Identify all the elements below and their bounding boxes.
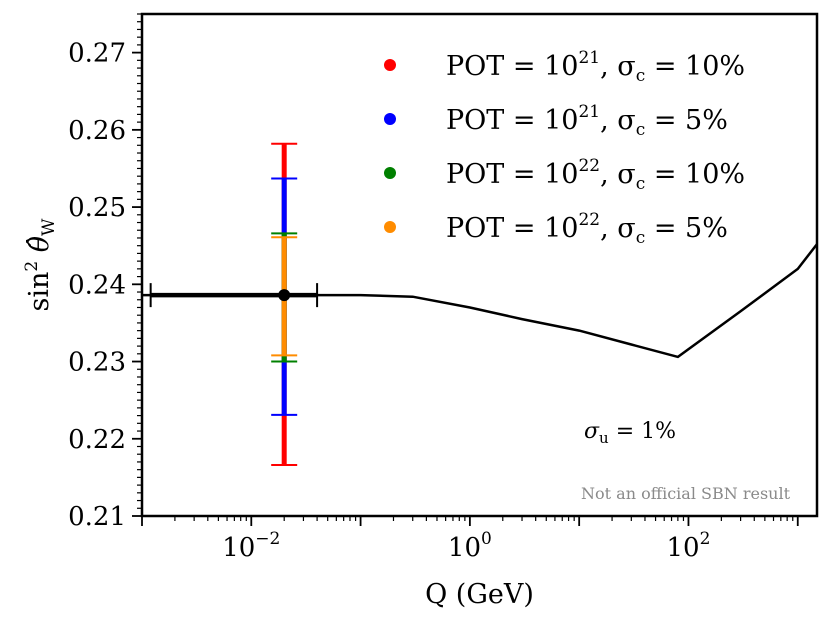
x-tick-label-base: 10 bbox=[667, 533, 700, 563]
legend-sigma-sub: c bbox=[636, 228, 646, 248]
y-tick-label-1: 0.21 bbox=[68, 502, 126, 532]
legend-pct: = 5% bbox=[645, 105, 728, 136]
annotation-sub: u bbox=[599, 429, 609, 447]
legend-label-2: POT = 1021, σc = 5% bbox=[446, 102, 728, 140]
legend: POT = 1021, σc = 10%POT = 1021, σc = 5%P… bbox=[384, 48, 745, 248]
annotation-sigma: σ bbox=[584, 419, 600, 444]
x-tick-label-1: 10−2 bbox=[222, 529, 280, 563]
y-tick-label-2: 0.22 bbox=[68, 425, 126, 455]
svg-text:sin2 θ̂W: sin2 θ̂W bbox=[22, 218, 59, 312]
y-axis-title-main: sin bbox=[24, 272, 55, 312]
x-tick-label-2: 100 bbox=[448, 529, 492, 563]
sigma-u-annotation: σu = 1% bbox=[584, 419, 676, 447]
legend-pot: POT = 10 bbox=[446, 213, 578, 244]
x-tick-label-base: 10 bbox=[448, 533, 481, 563]
y-axis-title-sup: 2 bbox=[22, 261, 42, 272]
y-tick-label-3: 0.23 bbox=[68, 348, 126, 378]
error-bars bbox=[271, 142, 298, 467]
legend-pot-exp: 21 bbox=[578, 48, 600, 68]
x-tick-label-exp: −2 bbox=[255, 529, 280, 549]
legend-label-3: POT = 1022, σc = 10% bbox=[446, 156, 745, 194]
y-axis-title: sin2 θ̂W bbox=[22, 218, 59, 312]
x-tick-label-3: 102 bbox=[667, 529, 711, 563]
watermark: Not an official SBN result bbox=[581, 484, 791, 503]
legend-sigma: , σ bbox=[600, 51, 636, 82]
legend-marker-4 bbox=[384, 221, 396, 233]
legend-sigma: , σ bbox=[600, 213, 636, 244]
central-point-layer bbox=[149, 283, 319, 308]
x-tick-label-exp: 2 bbox=[700, 529, 711, 549]
plot-frame bbox=[140, 12, 819, 518]
x-axis: 10−2 100 102 bbox=[141, 516, 799, 563]
central-point bbox=[278, 289, 291, 302]
legend-marker-2 bbox=[384, 113, 396, 125]
running-curve-line bbox=[142, 243, 818, 359]
legend-marker-3 bbox=[384, 167, 396, 179]
legend-sigma: , σ bbox=[600, 159, 636, 190]
legend-pct: = 10% bbox=[645, 51, 745, 82]
legend-sigma: , σ bbox=[600, 105, 636, 136]
curve-layer bbox=[142, 243, 818, 359]
y-tick-label-4: 0.24 bbox=[68, 270, 126, 300]
y-tick-label-5: 0.25 bbox=[68, 193, 126, 223]
x-axis-title: Q (GeV) bbox=[425, 579, 534, 610]
y-axis: 0.21 0.22 0.23 0.24 0.25 0.26 0.27 bbox=[68, 13, 142, 532]
y-tick-label-7: 0.27 bbox=[68, 39, 126, 69]
annotation-text: = 1% bbox=[609, 419, 676, 444]
legend-label-1: POT = 1021, σc = 10% bbox=[446, 48, 745, 86]
legend-label-4: POT = 1022, σc = 5% bbox=[446, 210, 728, 248]
legend-sigma-sub: c bbox=[636, 174, 646, 194]
legend-pot: POT = 10 bbox=[446, 51, 578, 82]
legend-pct: = 10% bbox=[645, 159, 745, 190]
x-tick-label-exp: 0 bbox=[481, 529, 492, 549]
x-tick-label-base: 10 bbox=[222, 533, 255, 563]
legend-sigma-sub: c bbox=[636, 120, 646, 140]
legend-pot: POT = 10 bbox=[446, 159, 578, 190]
y-axis-title-sub: W bbox=[39, 218, 59, 236]
legend-pot-exp: 21 bbox=[578, 102, 600, 122]
legend-pot-exp: 22 bbox=[578, 210, 600, 230]
legend-pct: = 5% bbox=[645, 213, 728, 244]
legend-pot: POT = 10 bbox=[446, 105, 578, 136]
y-tick-label-6: 0.26 bbox=[68, 116, 126, 146]
legend-sigma-sub: c bbox=[636, 66, 646, 86]
legend-marker-1 bbox=[384, 59, 396, 71]
y-axis-title-theta: θ̂ bbox=[24, 236, 55, 252]
legend-pot-exp: 22 bbox=[578, 156, 600, 176]
